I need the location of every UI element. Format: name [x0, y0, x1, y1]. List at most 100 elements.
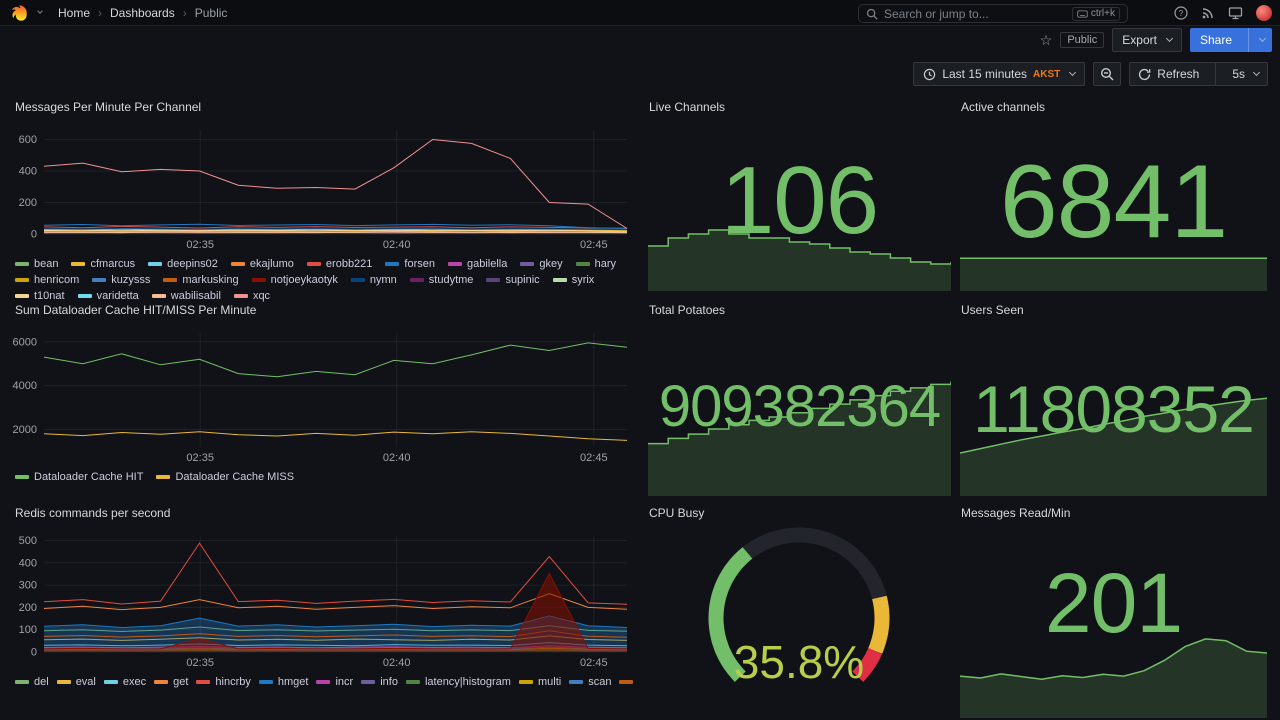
series-color-swatch — [520, 262, 535, 266]
display-icon[interactable] — [1228, 6, 1243, 20]
legend-item[interactable]: nymn — [350, 272, 397, 288]
legend-item[interactable]: hincrby — [196, 674, 251, 690]
keyboard-icon — [1077, 9, 1088, 18]
legend-item[interactable]: Dataloader Cache HIT — [15, 469, 143, 485]
zoom-out-button[interactable] — [1093, 62, 1122, 86]
live-channels-sparkline — [648, 225, 952, 291]
svg-text:?: ? — [1179, 9, 1184, 18]
user-avatar[interactable] — [1256, 5, 1272, 21]
legend-item[interactable]: gkey — [520, 256, 563, 272]
export-button[interactable]: Export — [1112, 28, 1182, 52]
legend-item[interactable]: henricom — [15, 272, 79, 288]
messages-chart[interactable]: 0 200 400 600 02:35 02:40 02:45 — [8, 124, 633, 252]
panel-title[interactable]: Total Potatoes — [649, 303, 726, 317]
legend-item[interactable]: erobb221 — [306, 256, 372, 272]
legend-item[interactable]: bean — [15, 256, 58, 272]
legend-item[interactable]: forsen — [385, 256, 435, 272]
org-switcher-chevron-icon[interactable] — [37, 7, 43, 14]
dashboard-action-bar: ☆ Public Export Share — [0, 26, 1280, 54]
panel-users-seen: Users Seen 11808352 — [959, 298, 1268, 496]
redis-legend: del eval exec get hincrby hmget incr info latenc… — [15, 674, 633, 690]
users-seen-sparkline — [959, 396, 1268, 496]
legend-item[interactable]: syrix — [552, 272, 594, 288]
favorite-star-icon[interactable]: ☆ — [1039, 31, 1053, 48]
series-color-swatch — [361, 680, 376, 684]
svg-text:02:45: 02:45 — [580, 239, 608, 251]
legend-item[interactable]: deepins02 — [148, 256, 218, 272]
svg-text:0: 0 — [31, 229, 37, 241]
legend-item[interactable]: eval — [56, 674, 96, 690]
series-color-swatch — [154, 680, 169, 684]
legend-item[interactable]: supinic — [486, 272, 540, 288]
legend-item[interactable]: xqc — [233, 288, 270, 304]
series-color-swatch — [15, 262, 29, 266]
news-rss-icon[interactable] — [1201, 6, 1215, 20]
svg-text:02:45: 02:45 — [580, 452, 608, 464]
breadcrumb-home[interactable]: Home — [58, 5, 91, 20]
refresh-interval-dropdown[interactable]: 5s — [1224, 67, 1267, 81]
help-icon[interactable]: ? — [1174, 6, 1188, 20]
dataloader-chart[interactable]: 2000 4000 6000 02:35 02:40 02:45 — [8, 327, 633, 465]
dataloader-legend: Dataloader Cache HIT Dataloader Cache MIS… — [15, 469, 633, 485]
legend-item[interactable]: del — [15, 674, 49, 690]
legend-item[interactable]: scan — [569, 674, 611, 690]
panel-title[interactable]: Messages Per Minute Per Channel — [15, 100, 202, 114]
legend-item[interactable]: wabilisabil — [151, 288, 221, 304]
share-menu-caret[interactable] — [1248, 28, 1272, 52]
panel-dataloader-cache: Sum Dataloader Cache HIT/MISS Per Minute… — [8, 298, 633, 496]
legend-item[interactable]: varidetta — [77, 288, 139, 304]
legend-item[interactable]: kuzysss — [92, 272, 150, 288]
panel-cpu-busy: CPU Busy 35.8% — [648, 501, 951, 720]
legend-item[interactable]: t10nat — [15, 288, 65, 304]
series-color-swatch — [569, 680, 584, 684]
panel-title[interactable]: Users Seen — [961, 303, 1024, 317]
legend-item[interactable]: incr — [316, 674, 353, 690]
breadcrumb-dashboards[interactable]: Dashboards — [110, 5, 175, 20]
legend-item[interactable]: set — [619, 674, 633, 690]
share-button[interactable]: Share — [1189, 28, 1272, 52]
series-color-swatch — [552, 278, 567, 282]
series-color-swatch — [409, 278, 424, 282]
button-divider — [1215, 63, 1217, 85]
panel-title[interactable]: CPU Busy — [649, 506, 705, 520]
legend-item[interactable]: gabilella — [448, 256, 507, 272]
refresh-button-group[interactable]: Refresh 5s — [1129, 62, 1268, 86]
legend-item[interactable]: multi — [518, 674, 561, 690]
chevron-down-icon — [1069, 68, 1077, 76]
legend-item[interactable]: markusking — [163, 272, 239, 288]
redis-chart[interactable]: 0 100 200 300 400 500 02:35 02:40 02:45 — [8, 530, 633, 670]
grafana-logo-icon[interactable] — [10, 4, 28, 22]
panel-title[interactable]: Messages Read/Min — [961, 506, 1071, 520]
svg-text:0: 0 — [31, 647, 37, 659]
panel-title[interactable]: Live Channels — [649, 100, 726, 114]
legend-item[interactable]: cfmarcus — [71, 256, 135, 272]
panel-title[interactable]: Sum Dataloader Cache HIT/MISS Per Minute — [15, 303, 257, 317]
breadcrumb-public[interactable]: Public — [194, 5, 228, 20]
legend-item[interactable]: Dataloader Cache MISS — [156, 469, 294, 485]
legend-item[interactable]: hmget — [258, 674, 308, 690]
legend-item[interactable]: hary — [575, 256, 616, 272]
legend-item[interactable]: latency|histogram — [405, 674, 511, 690]
refresh-button[interactable]: Refresh — [1130, 67, 1207, 81]
top-nav: Home › Dashboards › Public Search or jum… — [0, 0, 1280, 26]
panel-messages-per-minute: Messages Per Minute Per Channel 0 200 400 6… — [8, 95, 633, 302]
legend-item[interactable]: get — [154, 674, 188, 690]
cpu-gauge-arc — [704, 515, 894, 705]
legend-item[interactable]: notjoeykaotyk — [251, 272, 338, 288]
panel-title[interactable]: Redis commands per second — [15, 506, 171, 520]
svg-text:200: 200 — [19, 197, 37, 209]
series-color-swatch — [151, 294, 166, 298]
series-color-swatch — [258, 680, 273, 684]
breadcrumb-separator-icon: › — [98, 5, 103, 20]
time-range-picker[interactable]: Last 15 minutes AKST — [913, 62, 1086, 86]
legend-item[interactable]: info — [361, 674, 398, 690]
svg-text:02:40: 02:40 — [383, 657, 411, 669]
legend-item[interactable]: exec — [103, 674, 146, 690]
panel-title[interactable]: Active channels — [961, 100, 1046, 114]
breadcrumb: Home › Dashboards › Public — [58, 6, 227, 20]
legend-item[interactable]: ekajlumo — [230, 256, 294, 272]
search-input[interactable]: Search or jump to... ctrl+k — [858, 4, 1128, 23]
svg-text:02:45: 02:45 — [580, 657, 608, 669]
legend-item[interactable]: studytme — [409, 272, 473, 288]
